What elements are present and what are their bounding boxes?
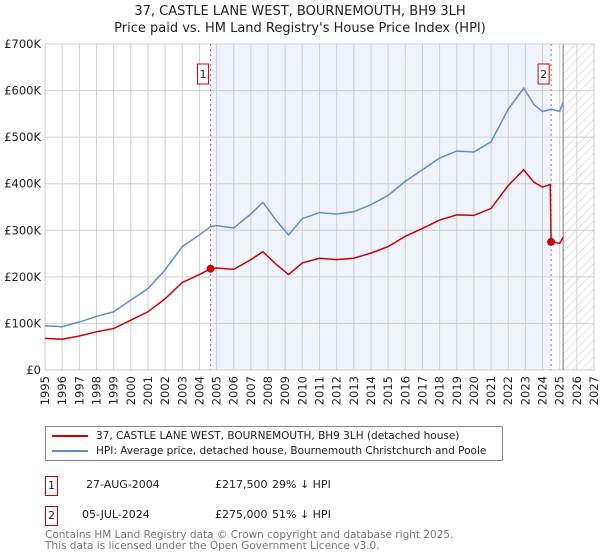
x-tick-label: 2018 xyxy=(433,376,447,405)
x-tick-label: 1995 xyxy=(38,376,52,405)
forecast-hatch xyxy=(563,44,594,370)
sale-label-box xyxy=(197,63,210,85)
x-tick-label: 1997 xyxy=(72,376,86,405)
x-tick-label: 2027 xyxy=(587,376,600,405)
hpi-line-swatch xyxy=(52,450,88,452)
sale-price: £275,000 xyxy=(215,508,268,521)
x-tick-label: 2008 xyxy=(261,376,275,405)
footer-line-1: Contains HM Land Registry data © Crown c… xyxy=(45,529,454,541)
chart-title: 37, CASTLE LANE WEST, BOURNEMOUTH, BH9 3… xyxy=(134,4,466,19)
x-tick-label: 2000 xyxy=(124,376,138,405)
sale-label: 2 xyxy=(540,68,547,81)
y-tick-label: £300K xyxy=(4,223,41,237)
x-tick-label: 2026 xyxy=(570,376,584,405)
plot-frame xyxy=(44,43,595,371)
x-tick-label: 2014 xyxy=(364,376,378,405)
x-tick-label: 1996 xyxy=(55,376,69,405)
x-tick-label: 1999 xyxy=(107,376,121,405)
legend-hpi: HPI: Average price, detached house, Bour… xyxy=(96,445,487,457)
x-tick-label: 2022 xyxy=(501,376,515,405)
x-tick-label: 2012 xyxy=(330,376,344,405)
y-tick-label: £400K xyxy=(4,177,41,191)
x-tick-label: 2010 xyxy=(295,376,309,405)
x-tick-label: 2002 xyxy=(158,376,172,405)
y-tick-label: £0 xyxy=(26,363,41,377)
sale-badge: 2 xyxy=(45,506,58,526)
sale-point xyxy=(547,237,556,246)
x-tick-label: 1998 xyxy=(89,376,103,405)
y-tick-label: £600K xyxy=(4,84,41,98)
x-tick-label: 2004 xyxy=(192,376,206,405)
x-tick-label: 2005 xyxy=(210,376,224,405)
y-tick-label: £500K xyxy=(4,130,41,144)
sale-badge: 1 xyxy=(45,476,58,496)
sale-label: 1 xyxy=(200,68,207,81)
ownership-shade xyxy=(210,44,552,370)
hpi-line xyxy=(44,86,564,328)
x-tick-label: 2009 xyxy=(278,376,292,405)
x-tick-label: 2016 xyxy=(398,376,412,405)
x-tick-label: 2013 xyxy=(347,376,361,405)
sale-price: £217,500 xyxy=(215,478,268,491)
x-tick-label: 2020 xyxy=(467,376,481,405)
y-tick-label: £200K xyxy=(4,270,41,284)
x-tick-label: 2019 xyxy=(450,376,464,405)
footer-line-2: This data is licensed under the Open Gov… xyxy=(45,540,380,552)
x-tick-label: 2007 xyxy=(244,376,258,405)
x-tick-label: 2017 xyxy=(415,376,429,405)
sale-date: 05-JUL-2024 xyxy=(82,508,150,521)
x-tick-label: 2011 xyxy=(313,376,327,405)
price-chart: £0 £100K £200K £300K £400K £500K £600K £700K 199… xyxy=(4,37,600,405)
y-tick-label: £100K xyxy=(4,316,41,330)
sale-label-box xyxy=(537,63,550,85)
sale-delta: 29% ↓ HPI xyxy=(272,478,331,491)
x-tick-label: 2001 xyxy=(141,376,155,405)
chart-subtitle: Price paid vs. HM Land Registry's House … xyxy=(114,21,486,36)
property-line-swatch xyxy=(52,435,88,437)
x-tick-label: 2021 xyxy=(484,376,498,405)
footer: Contains HM Land Registry data © Crown c… xyxy=(45,530,453,552)
property-line xyxy=(44,168,564,341)
x-tick-label: 2006 xyxy=(227,376,241,405)
legend-property: 37, CASTLE LANE WEST, BOURNEMOUTH, BH9 3… xyxy=(96,430,460,442)
chart-legend: 37, CASTLE LANE WEST, BOURNEMOUTH, BH9 3… xyxy=(45,426,503,461)
x-tick-label: 2025 xyxy=(553,376,567,405)
x-tick-label: 2003 xyxy=(175,376,189,405)
x-tick-label: 2024 xyxy=(536,376,550,405)
sale-delta: 51% ↓ HPI xyxy=(272,508,331,521)
y-tick-label: £700K xyxy=(4,37,41,51)
x-tick-label: 2023 xyxy=(518,376,532,405)
sale-date: 27-AUG-2004 xyxy=(86,478,160,491)
sale-point xyxy=(206,264,215,273)
x-tick-label: 2015 xyxy=(381,376,395,405)
